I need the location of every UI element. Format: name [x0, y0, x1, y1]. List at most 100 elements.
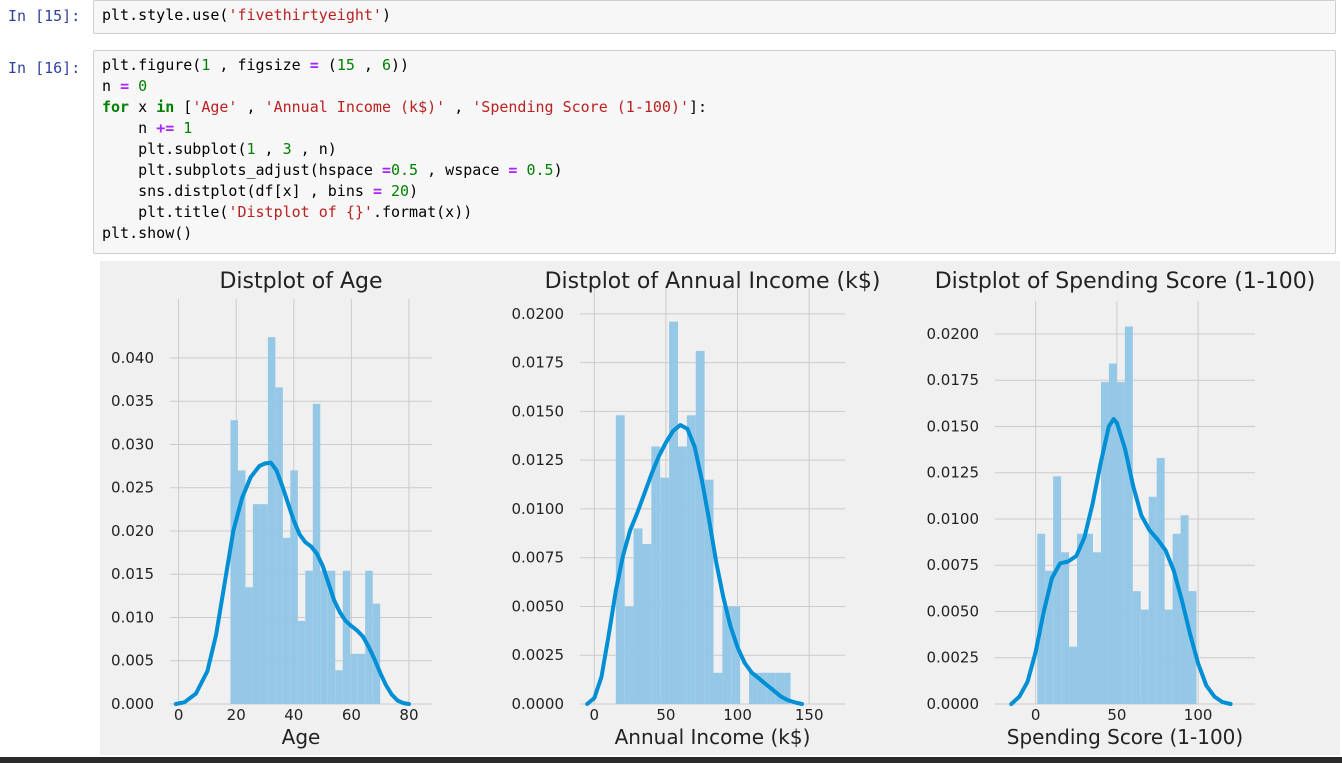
- y-tick-label: 0.0000: [927, 695, 980, 713]
- histogram-bar: [651, 446, 661, 704]
- histogram-bar: [784, 672, 791, 704]
- y-tick-label: 0.0125: [927, 464, 980, 482]
- histogram-bar: [633, 528, 643, 704]
- code-input[interactable]: plt.style.use('fivethirtyeight'): [93, 0, 1336, 34]
- histogram-bar: [260, 504, 268, 704]
- histogram-bar: [252, 504, 261, 704]
- y-tick-label: 0.040: [111, 349, 154, 367]
- histogram-bar: [282, 537, 291, 704]
- window-bottom-edge: [0, 757, 1342, 763]
- histogram-bar: [1069, 646, 1078, 704]
- histogram-bar: [290, 470, 298, 704]
- distplot-figure: 0.000 0.005 0.010 0.015 0.020 0.025 0.030 0.035…: [100, 261, 1340, 755]
- histogram-bar: [237, 470, 246, 704]
- histogram-bar: [1077, 533, 1086, 704]
- histogram-bar: [230, 420, 238, 704]
- y-tick-label: 0.0175: [927, 371, 980, 389]
- y-tick-label: 0.0025: [512, 646, 565, 664]
- histogram-bar: [686, 415, 696, 704]
- histogram-bar: [342, 570, 351, 704]
- code-line: plt.subplots_adjust(hspace =0.5 , wspace…: [102, 161, 563, 179]
- histogram-bar: [731, 606, 741, 704]
- y-tick-label: 0.0175: [512, 354, 565, 372]
- y-tick-label: 0.010: [111, 608, 154, 626]
- code-line: for x in ['Age' , 'Annual Income (k$)' ,…: [102, 98, 708, 116]
- histogram-bar: [245, 587, 253, 704]
- histogram-bar: [335, 670, 343, 704]
- chart-title: Distplot of Spending Score (1-100): [935, 269, 1316, 294]
- y-tick-label: 0.0050: [927, 602, 980, 620]
- y-tick-label: 0.000: [111, 695, 154, 713]
- histogram-bar: [660, 477, 670, 704]
- histogram-bar: [1132, 591, 1141, 704]
- histogram-bar: [677, 446, 687, 704]
- x-tick-label: 0: [174, 706, 184, 724]
- histogram-bar: [1116, 382, 1125, 704]
- histogram-bar: [669, 321, 678, 704]
- histogram-bar: [1156, 457, 1165, 704]
- y-tick-label: 0.005: [111, 652, 154, 670]
- code-line: plt.style.use('fivethirtyeight'): [102, 6, 391, 24]
- histogram-bar: [267, 337, 276, 704]
- y-tick-label: 0.0150: [927, 417, 980, 435]
- y-tick-label: 0.0025: [927, 649, 980, 667]
- kde-line: [585, 423, 804, 706]
- x-tick-label: 50: [1107, 706, 1126, 724]
- x-axis-label: Spending Score (1-100): [1007, 725, 1243, 749]
- histogram-bar: [1172, 533, 1181, 704]
- histogram-bar: [722, 606, 732, 704]
- x-tick-label: 80: [399, 706, 418, 724]
- histogram-bar: [350, 653, 358, 704]
- histogram-bar: [365, 570, 373, 704]
- x-tick-label: 20: [227, 706, 246, 724]
- y-tick-label: 0.035: [111, 392, 154, 410]
- cell-prompt: In [16]:: [8, 59, 81, 77]
- x-axis-label: Age: [282, 725, 321, 749]
- histogram-bar: [357, 653, 366, 704]
- y-tick-label: 0.0150: [512, 402, 565, 420]
- chart-title: Distplot of Age: [219, 269, 382, 294]
- x-tick-label: 150: [795, 706, 824, 724]
- histogram-bar: [305, 570, 313, 704]
- histogram-bar: [1124, 326, 1133, 704]
- y-tick-label: 0.0075: [512, 549, 565, 567]
- subplot-2: 0.0000 0.0025 0.0050 0.0075 0.0100 0.0125 0.01…: [512, 269, 881, 749]
- subplot-3: 0.0000 0.0025 0.0050 0.0075 0.0100 0.0125 0.01…: [927, 269, 1316, 749]
- kde-line: [1009, 417, 1233, 706]
- x-tick-label: 50: [656, 706, 675, 724]
- y-tick-label: 0.020: [111, 522, 154, 540]
- x-tick-label: 100: [1184, 706, 1213, 724]
- histogram-bar: [1045, 570, 1054, 704]
- histogram-bar: [1092, 552, 1101, 704]
- histogram-bar: [1100, 382, 1109, 704]
- histogram-bar: [775, 672, 785, 704]
- x-tick-label: 0: [1031, 706, 1041, 724]
- histogram-bar: [757, 672, 767, 704]
- y-tick-label: 0.0100: [927, 510, 980, 528]
- y-tick-label: 0.015: [111, 565, 154, 583]
- subplot-1: 0.000 0.005 0.010 0.015 0.020 0.025 0.030 0.035…: [111, 269, 432, 749]
- code-input[interactable]: plt.figure(1 , figsize = (15 , 6)) n = 0 f…: [93, 50, 1336, 254]
- cell-prompt: In [15]:: [8, 7, 81, 25]
- code-line: n += 1: [102, 119, 193, 137]
- x-tick-label: 100: [723, 706, 752, 724]
- code-line: plt.figure(1 , figsize = (15 , 6)): [102, 56, 410, 74]
- histogram-bar: [1085, 533, 1093, 704]
- y-tick-label: 0.0050: [512, 597, 565, 615]
- y-tick-label: 0.0100: [512, 500, 565, 518]
- code-line: plt.subplot(1 , 3 , n): [102, 140, 337, 158]
- histogram-bar: [749, 672, 758, 704]
- histogram-bar: [704, 479, 714, 704]
- y-tick-label: 0.0200: [927, 325, 980, 343]
- histogram-bar: [713, 672, 723, 704]
- code-line: plt.show(): [102, 224, 193, 242]
- histogram-bar: [1061, 552, 1070, 704]
- histogram-bar: [297, 620, 306, 704]
- figure-output: 0.000 0.005 0.010 0.015 0.020 0.025 0.030 0.035…: [100, 261, 1340, 755]
- x-tick-label: 0: [590, 706, 600, 724]
- x-axis-label: Annual Income (k$): [615, 725, 811, 749]
- histogram-bar: [320, 570, 328, 704]
- kde-line: [173, 460, 411, 706]
- histogram-bar: [624, 606, 634, 704]
- x-tick-label: 60: [342, 706, 361, 724]
